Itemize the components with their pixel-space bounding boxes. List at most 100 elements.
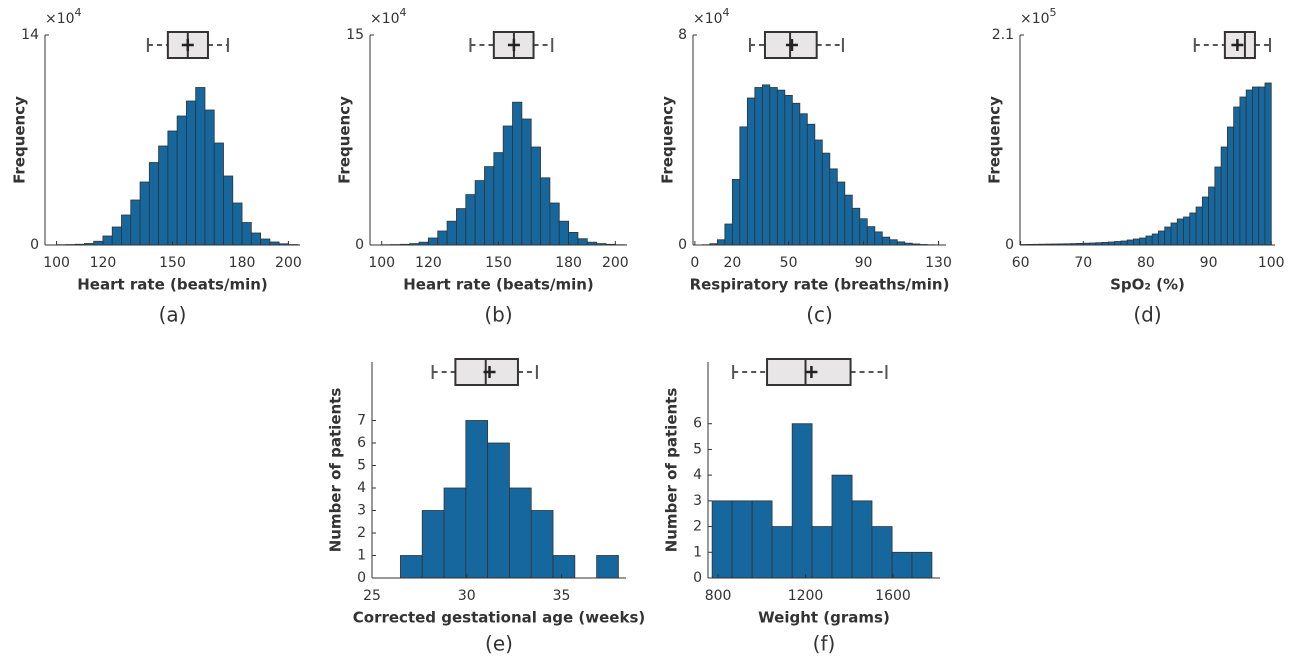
bar [1189,212,1197,246]
mean [483,366,496,378]
y-tick-label: 1 [693,544,702,560]
y-tick-label: 15 [346,27,364,43]
x-tick-label: 180 [229,255,256,271]
bar [502,125,513,246]
y-tick-label: 2.1 [992,27,1014,43]
y-multiplier-base: ×10 [370,11,400,27]
bar [746,97,756,246]
bar [549,202,560,246]
x-tick-label: 70 [1074,255,1092,271]
y-tick-label: 2 [357,525,366,541]
bar [1114,241,1122,246]
x-axis-label: SpO₂ (%) [1110,276,1185,294]
y-axis-label: Frequency [659,96,677,184]
y-tick-label: 1 [357,548,366,564]
bar [1214,166,1222,246]
bar [443,487,467,579]
mean [805,366,818,378]
bar [751,500,773,579]
mean [507,39,520,51]
y-tick-label: 0 [355,237,364,253]
y-axis-label: Frequency [986,96,1004,184]
x-axis-label: Heart rate (beats/min) [77,276,268,294]
x-axis-label: Corrected gestational age (weeks) [353,609,645,627]
bar [881,236,891,246]
caption: (d) [1133,303,1161,327]
bar [716,239,726,246]
bar [568,231,579,246]
bar [186,100,197,246]
caption: (c) [806,303,833,327]
bar [814,139,823,246]
bar [739,126,748,246]
bar [213,142,224,246]
bar [93,240,104,246]
y-tick-label: 6 [357,435,366,451]
bar [1252,86,1260,246]
bar [102,235,113,246]
bar [811,526,833,579]
x-tick-label: 180 [555,255,582,271]
bar [241,222,252,246]
bar [1120,240,1128,246]
bar [437,230,448,246]
bar [428,237,439,246]
x-tick-label: 130 [925,255,952,271]
x-tick-label: 30 [458,588,476,604]
y-multiplier: ×104 [370,6,407,27]
y-axis-label: Frequency [11,96,29,184]
x-tick-label: 0 [690,255,699,271]
mean [1231,39,1244,51]
y-multiplier-exponent: 4 [400,6,407,19]
x-tick-label: 60 [1012,255,1030,271]
bar [493,152,504,246]
y-tick-label: 0 [693,570,702,586]
bar [724,223,733,246]
x-tick-label: 120 [90,255,117,271]
y-tick-label: 8 [678,27,687,43]
y-multiplier-base: ×10 [45,11,75,27]
bar [167,130,178,246]
bar [791,102,801,246]
bar [204,109,215,246]
bar [465,420,489,579]
x-tick-label: 1200 [788,588,824,604]
bar [232,202,243,246]
x-tick-label: 50 [780,255,798,271]
bar [1145,235,1153,246]
bar [158,145,169,246]
bar [829,168,838,246]
y-tick-label: 3 [693,493,702,509]
x-axis-label: Heart rate (beats/min) [403,276,594,294]
x-tick-label: 25 [363,588,381,604]
bar [769,87,778,246]
bar [1176,218,1184,246]
bar [1233,106,1241,246]
bar [1164,226,1172,246]
bar [844,194,853,246]
bar [400,555,423,579]
bar [148,162,159,246]
y-tick-label: 6 [693,416,702,432]
bar [474,180,485,246]
x-tick-label: 90 [855,255,873,271]
bar [776,89,786,246]
bar [487,442,510,579]
bar [456,208,467,246]
x-tick-label: 1600 [875,588,911,604]
y-tick-label: 14 [21,27,39,43]
bar [911,551,933,579]
bar [799,113,808,246]
bar [446,220,457,246]
bar [577,238,588,246]
bar [874,231,883,246]
bar [552,555,576,579]
bar [1139,237,1147,246]
y-multiplier: ×104 [693,6,730,27]
y-tick-label: 3 [357,503,366,519]
x-axis-label: Respiratory rate (breaths/min) [690,276,950,294]
y-multiplier: ×104 [45,6,82,27]
bar [866,226,876,246]
bar [806,123,816,246]
